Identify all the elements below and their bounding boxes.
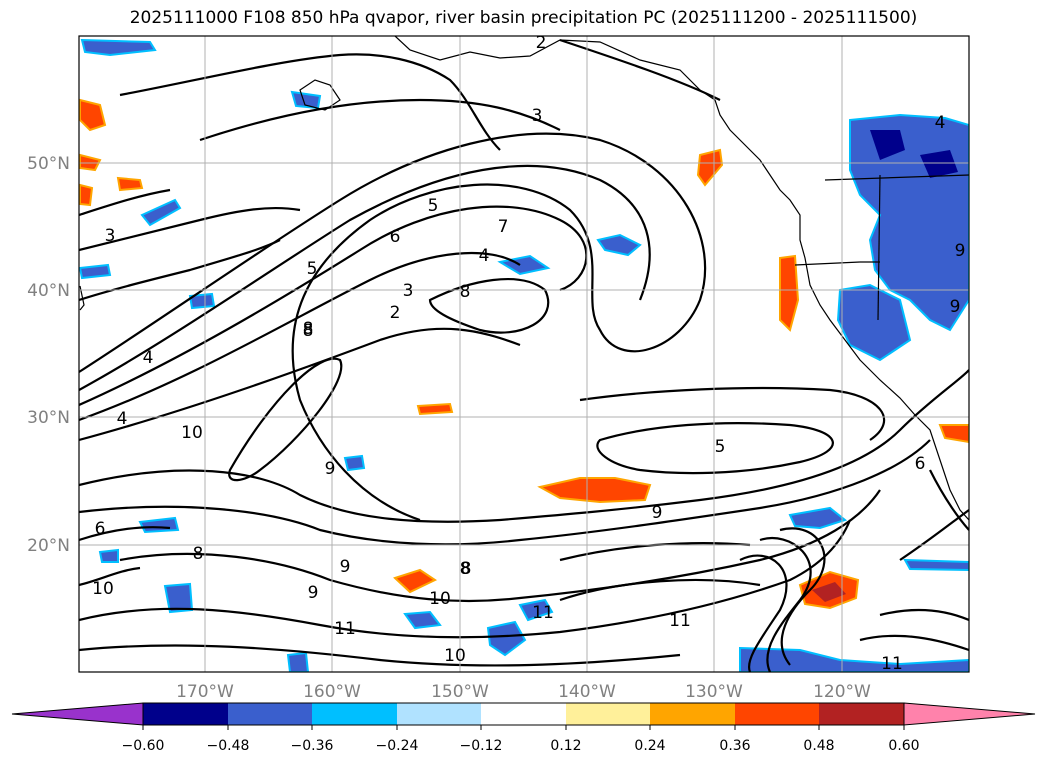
- contour-label: 3: [532, 106, 543, 126]
- colorbar: −0.60 −0.48 −0.36 −0.24 −0.12 0.12 0.24 …: [11, 702, 1036, 754]
- contour-label: 6: [390, 227, 401, 247]
- contour-label: 11: [334, 619, 356, 639]
- contour-label: 10: [92, 579, 114, 599]
- lon-label-160w: 160°W: [303, 682, 361, 702]
- contour-label: 6: [95, 519, 106, 539]
- lat-label-40n: 40°N: [27, 281, 70, 301]
- contour-label: 10: [181, 423, 203, 443]
- contour-label: 8: [303, 321, 314, 341]
- contour-label: 9: [340, 557, 351, 577]
- contour-label: 11: [669, 611, 691, 631]
- colorbar-tick-label: −0.60: [122, 738, 165, 754]
- colorbar-tick-label: 0.60: [888, 738, 919, 754]
- colorbar-bin: [819, 703, 904, 725]
- lat-label-20n: 20°N: [27, 536, 70, 556]
- coastlines: [79, 36, 969, 521]
- contour-label: 2: [390, 303, 401, 323]
- lat-label-30n: 30°N: [27, 408, 70, 428]
- contour-label: 4: [143, 348, 154, 368]
- contour-label: 5: [307, 259, 318, 279]
- contour-label: 8: [461, 559, 472, 579]
- lat-lon-grid: [79, 36, 969, 672]
- colorbar-tick-label: 0.48: [803, 738, 834, 754]
- colorbar-tick-label: −0.48: [207, 738, 250, 754]
- contour-label: 8: [303, 319, 314, 339]
- colorbar-bin: [481, 703, 566, 725]
- contour-label: 9: [955, 241, 966, 261]
- colorbar-tick-label: 0.24: [634, 738, 665, 754]
- contour-label: 8: [460, 282, 471, 302]
- colorbar-bin: [228, 703, 312, 725]
- contour-label: 5: [715, 437, 726, 457]
- contour-label: 9: [950, 297, 961, 317]
- lon-label-120w: 120°W: [813, 682, 871, 702]
- contour-label: 10: [444, 646, 466, 666]
- colorbar-bin: [566, 703, 650, 725]
- colorbar-max-extension: [903, 702, 1036, 726]
- colorbar-bin: [735, 703, 819, 725]
- contour-label: 8: [460, 559, 471, 579]
- lon-label-170w: 170°W: [176, 682, 234, 702]
- contour-label: 10: [429, 589, 451, 609]
- qvapor-contours: [79, 38, 969, 672]
- lon-label-130w: 130°W: [685, 682, 743, 702]
- map-frame: [78, 35, 970, 673]
- colorbar-bin: [397, 703, 481, 725]
- contour-label: 4: [479, 246, 490, 266]
- colorbar-tick-label: 0.12: [550, 738, 581, 754]
- lat-label-50n: 50°N: [27, 154, 70, 174]
- contour-label: 9: [308, 583, 319, 603]
- contour-label: 4: [117, 409, 128, 429]
- contour-label: 5: [428, 196, 439, 216]
- colorbar-tick-label: −0.36: [291, 738, 334, 754]
- colorbar-bin: [312, 703, 397, 725]
- contour-label: 8: [193, 544, 204, 564]
- lon-label-140w: 140°W: [558, 682, 616, 702]
- contour-label: 7: [498, 217, 509, 237]
- colorbar-tick-label: −0.24: [376, 738, 419, 754]
- contour-label: 11: [881, 654, 903, 674]
- contour-label: 9: [652, 503, 663, 523]
- colorbar-tick-label: 0.36: [719, 738, 750, 754]
- lon-label-150w: 150°W: [431, 682, 489, 702]
- colorbar-min-extension: [11, 702, 144, 726]
- contour-label: 11: [532, 603, 554, 623]
- colorbar-bin: [143, 703, 228, 725]
- colorbar-bin: [650, 703, 735, 725]
- contour-label: 9: [325, 459, 336, 479]
- contour-label: 3: [403, 281, 414, 301]
- colorbar-tick-label: −0.12: [460, 738, 503, 754]
- map-title: 2025111000 F108 850 hPa qvapor, river ba…: [129, 8, 918, 28]
- contour-label: 6: [915, 454, 926, 474]
- precip-pc-patches: [79, 38, 969, 672]
- contour-label: 4: [935, 113, 946, 133]
- contour-label: 2: [536, 33, 547, 53]
- contour-label: 3: [105, 226, 116, 246]
